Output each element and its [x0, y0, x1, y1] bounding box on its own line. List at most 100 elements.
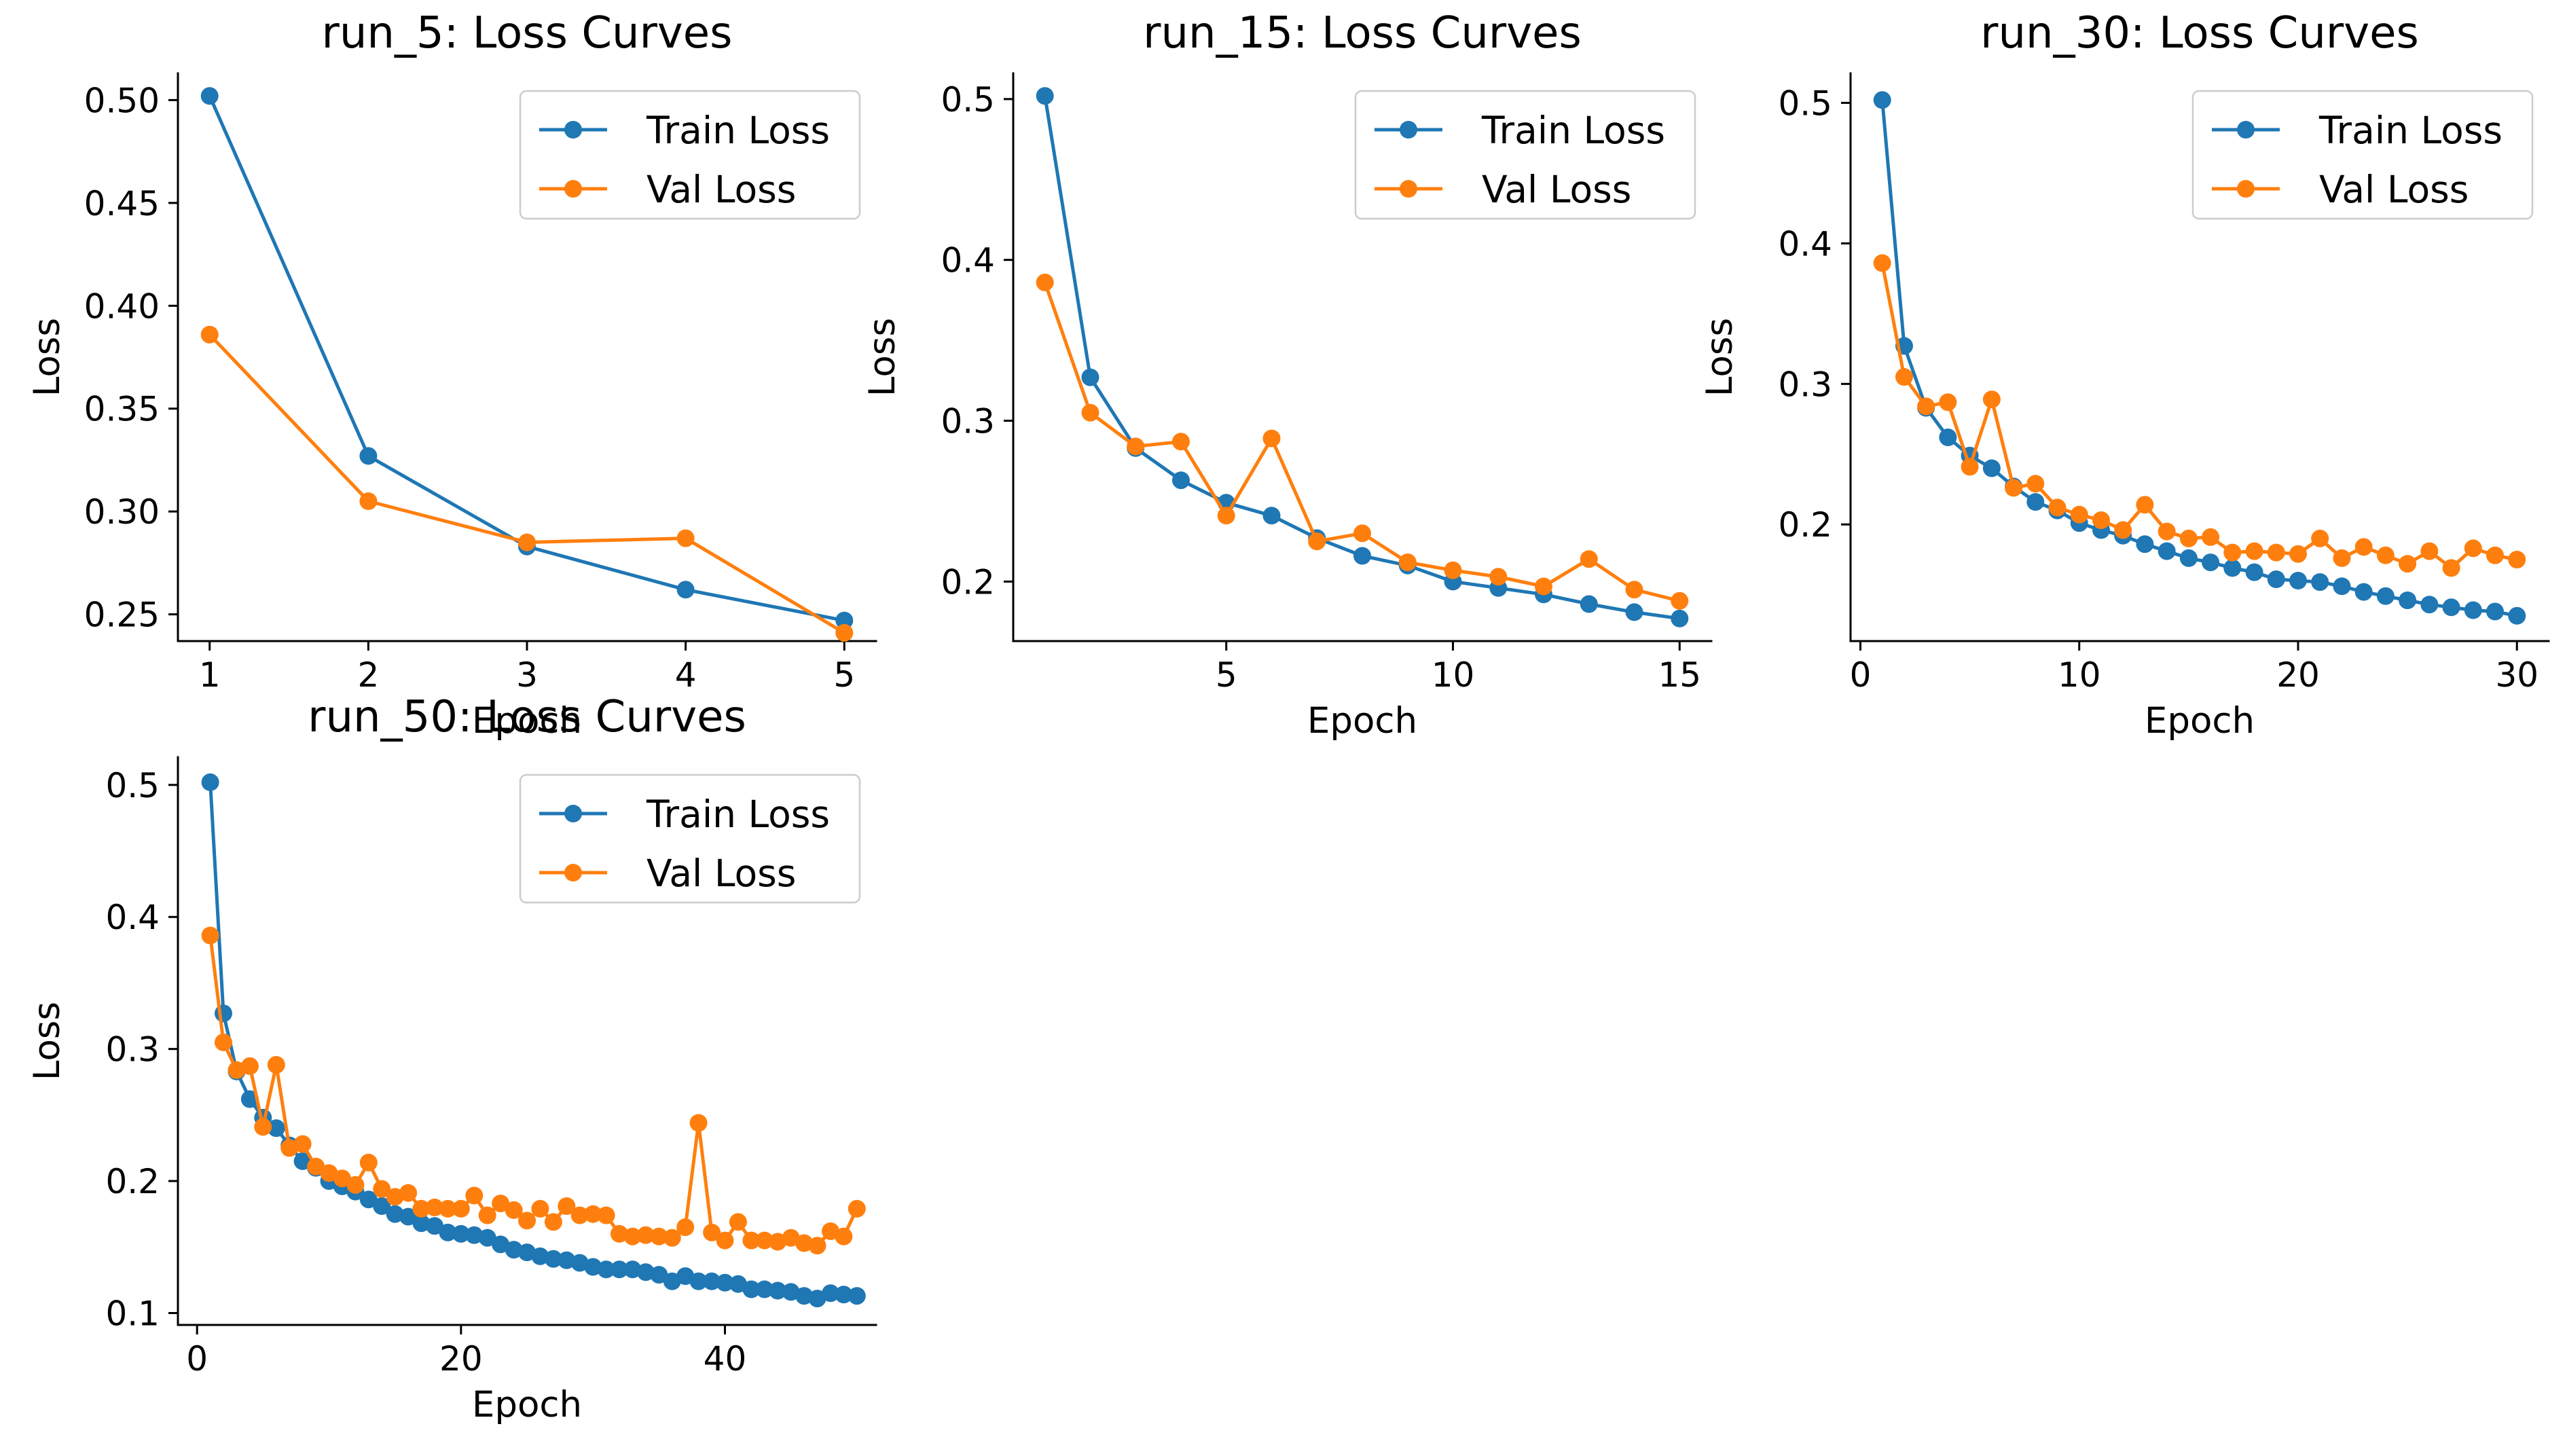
data-point-train-loss: [703, 1272, 721, 1290]
legend-frame: [519, 774, 861, 904]
data-point-train-loss: [359, 447, 378, 465]
data-point-train-loss: [2399, 592, 2417, 609]
data-point-train-loss: [689, 1272, 708, 1290]
data-point-val-loss: [201, 926, 219, 945]
data-point-val-loss: [1873, 254, 1891, 272]
data-point-val-loss: [412, 1199, 431, 1218]
data-point-val-loss: [558, 1197, 576, 1215]
chart-panel-4: run_50: Loss Curves 0 20 40 0.1 0.2 0.3 0.4 0.5 E…: [26, 692, 877, 1425]
data-point-val-loss: [1671, 592, 1689, 610]
data-point-val-loss: [1917, 397, 1935, 416]
y-tick-label: 0.2: [941, 562, 995, 602]
data-point-val-loss: [2333, 549, 2351, 567]
data-point-train-loss: [2333, 577, 2351, 596]
x-axis-label: Epoch: [472, 1384, 582, 1425]
data-point-val-loss: [848, 1199, 866, 1218]
data-point-train-loss: [426, 1217, 443, 1235]
data-point-train-loss: [795, 1287, 814, 1305]
data-point-val-loss: [570, 1206, 589, 1224]
data-point-val-loss: [254, 1118, 272, 1136]
legend: Train Loss Val Loss: [519, 90, 861, 220]
data-point-train-loss: [769, 1281, 787, 1300]
data-point-val-loss: [2267, 543, 2285, 562]
data-point-train-loss: [1036, 87, 1054, 105]
data-point-val-loss: [1172, 433, 1190, 451]
data-point-train-loss: [2289, 572, 2307, 589]
data-point-train-loss: [2026, 493, 2045, 511]
data-point-val-loss: [465, 1186, 484, 1205]
legend-label: Train Loss: [2318, 109, 2502, 152]
legend-item: Train Loss: [539, 109, 830, 152]
x-tick-label: 15: [1658, 655, 1701, 695]
data-point-val-loss: [1262, 429, 1281, 448]
data-point-val-loss: [703, 1223, 721, 1241]
data-point-val-loss: [1580, 550, 1598, 568]
data-point-val-loss: [452, 1199, 470, 1218]
data-point-val-loss: [2092, 511, 2110, 529]
data-point-train-loss: [492, 1235, 510, 1254]
x-tick-label: 40: [704, 1339, 747, 1379]
chart-title: run_50: Loss Curves: [308, 692, 746, 742]
data-point-val-loss: [346, 1176, 365, 1194]
legend-item: Train Loss: [2212, 109, 2502, 152]
data-point-train-loss: [2442, 598, 2460, 617]
data-point-train-loss: [835, 611, 854, 630]
y-tick-label: 0.2: [1778, 505, 1832, 545]
data-point-train-loss: [1873, 91, 1891, 109]
data-point-val-loss: [689, 1114, 708, 1132]
data-point-train-loss: [1625, 603, 1643, 621]
data-point-val-loss: [835, 623, 854, 642]
data-point-val-loss: [1081, 403, 1099, 422]
y-tick-label: 0.30: [84, 492, 160, 532]
data-point-val-loss: [2136, 496, 2154, 514]
data-point-val-loss: [200, 325, 219, 344]
data-point-train-loss: [412, 1214, 431, 1233]
y-tick-label: 0.50: [84, 81, 160, 120]
data-point-val-loss: [215, 1033, 232, 1051]
data-point-val-loss: [795, 1234, 814, 1252]
legend-marker-swatch: [564, 805, 582, 822]
legend: Train Loss Val Loss: [1354, 90, 1696, 220]
legend-label: Val Loss: [2319, 168, 2469, 211]
data-point-val-loss: [2442, 559, 2460, 577]
data-point-val-loss: [1308, 532, 1326, 551]
x-tick-label: 2: [357, 655, 379, 695]
data-point-val-loss: [676, 529, 695, 547]
y-axis-label: Loss: [26, 1002, 68, 1080]
y-tick-label: 0.3: [1778, 365, 1832, 404]
data-point-val-loss: [2158, 522, 2176, 541]
data-point-val-loss: [359, 1153, 378, 1171]
data-point-val-loss: [2070, 505, 2088, 524]
x-tick-label: 30: [2495, 655, 2538, 695]
data-point-train-loss: [676, 581, 695, 599]
y-axis-label: Loss: [1699, 318, 1741, 397]
x-tick-label: 1: [199, 655, 221, 695]
data-point-train-loss: [399, 1207, 418, 1226]
legend-marker-swatch: [564, 864, 582, 881]
data-point-val-loss: [808, 1237, 826, 1255]
data-point-val-loss: [2048, 498, 2067, 517]
x-axis-label: Epoch: [1307, 700, 1417, 742]
data-point-train-loss: [2245, 563, 2263, 581]
x-tick-label: 10: [1432, 655, 1475, 695]
legend-marker-swatch: [2237, 180, 2255, 198]
x-axis-label: Epoch: [2145, 700, 2255, 742]
data-point-train-loss: [478, 1228, 496, 1247]
data-point-train-loss: [240, 1090, 259, 1108]
data-point-train-loss: [1982, 459, 2001, 477]
data-point-val-loss: [478, 1206, 496, 1224]
data-point-val-loss: [1961, 458, 1979, 476]
y-tick-label: 0.1: [105, 1294, 160, 1334]
data-point-val-loss: [755, 1231, 773, 1250]
data-point-train-loss: [505, 1241, 523, 1259]
data-point-val-loss: [2311, 529, 2329, 547]
data-point-val-loss: [399, 1184, 418, 1202]
data-point-val-loss: [2464, 539, 2482, 558]
data-point-train-loss: [755, 1280, 773, 1298]
data-point-train-loss: [2420, 596, 2439, 614]
chart-title: run_5: Loss Curves: [322, 8, 733, 58]
data-point-train-loss: [584, 1258, 602, 1276]
legend: Train Loss Val Loss: [2191, 90, 2534, 220]
y-tick-label: 0.4: [105, 898, 160, 937]
y-axis-label: Loss: [26, 318, 68, 397]
